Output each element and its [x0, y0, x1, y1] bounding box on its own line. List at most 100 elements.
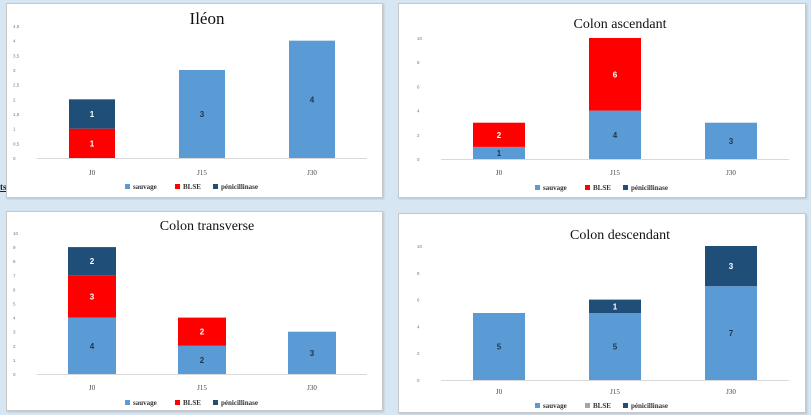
y-tick-label: 1 [13, 127, 16, 132]
y-tick-label: 0 [13, 156, 16, 161]
y-tick-label: 10 [417, 244, 423, 249]
y-tick-label: 4 [417, 109, 420, 114]
legend-swatch [175, 400, 180, 405]
y-tick-label: 0,5 [13, 141, 20, 146]
data-label: 2 [200, 356, 205, 365]
y-tick-label: 3 [13, 330, 16, 335]
legend-label: pénicillinase [631, 184, 668, 192]
legend-swatch [623, 185, 628, 190]
y-tick-label: 4 [13, 39, 16, 44]
legend-swatch [585, 403, 590, 408]
bar-segment-pénicillinase [68, 247, 116, 276]
data-label: 4 [90, 342, 95, 351]
bar-segment-sauvage [589, 110, 641, 159]
legend-swatch [585, 185, 590, 190]
y-tick-label: 1,5 [13, 112, 20, 117]
chart-title: Colon descendant [570, 228, 670, 243]
legend-swatch [213, 184, 218, 189]
legend-label: pénicillinase [221, 183, 258, 191]
y-tick-label: 2,5 [13, 83, 20, 88]
y-tick-label: 8 [417, 271, 420, 276]
chart-title: Colon ascendant [574, 17, 667, 32]
data-label: 3 [200, 110, 205, 119]
bar-segment-pénicillinase [705, 246, 757, 287]
data-label: 1 [90, 110, 95, 119]
legend-label: sauvage [543, 184, 567, 192]
data-label: 1 [497, 149, 502, 158]
y-tick-label: 2 [417, 351, 420, 356]
bar-segment-pénicillinase [69, 99, 115, 129]
chart-panel-colon-transverse: Colon transverse 0 1 2 3 4 5 6 7 8 9 10 4 3 2 J0 2 2 J15 3 J… [6, 211, 383, 411]
y-tick-label: 0 [417, 157, 420, 162]
y-tick-label: 6 [417, 298, 420, 303]
chart-panel-colon-descendant: Colon descendant 0 2 4 6 8 10 5 J0 5 1 J15 7 3 J30 sauv… [398, 213, 806, 413]
data-label: 3 [310, 349, 315, 358]
y-tick-label: 1 [13, 358, 16, 363]
legend-label: BLSE [183, 183, 201, 191]
y-tick-label: 3,5 [13, 53, 20, 58]
x-tick-label: J30 [307, 384, 317, 392]
legend-swatch [125, 184, 130, 189]
x-tick-label: J0 [89, 384, 96, 392]
y-tick-label: 2 [417, 133, 420, 138]
data-label: 3 [729, 137, 734, 146]
y-tick-label: 8 [13, 259, 16, 264]
legend-label: BLSE [183, 399, 201, 407]
data-label: 6 [613, 70, 618, 79]
data-label: 2 [497, 131, 502, 140]
bar-segment-BLSE [589, 38, 641, 111]
legend-swatch [175, 184, 180, 189]
x-tick-label: J0 [496, 169, 503, 177]
y-tick-label: 9 [13, 245, 16, 250]
data-label: 4 [310, 95, 315, 104]
bar-segment-sauvage [589, 313, 641, 380]
y-tick-label: 10 [417, 36, 423, 41]
legend-label: sauvage [133, 183, 157, 191]
y-tick-label: 0 [13, 372, 16, 377]
chart-ileon: Iléon 0 0,5 1 1,5 2 2,5 3 3,5 4 4,5 1 1 J0 3 J15 4 J30 sau… [13, 9, 367, 191]
y-tick-label: 2 [13, 97, 16, 102]
data-label: 1 [90, 139, 95, 148]
data-label: 5 [613, 343, 618, 352]
chart-panel-ileon: Iléon 0 0,5 1 1,5 2 2,5 3 3,5 4 4,5 1 1 J0 3 J15 4 J30 sau… [6, 3, 383, 198]
legend-label: sauvage [543, 402, 567, 410]
chart-title: Colon transverse [160, 219, 254, 234]
legend-swatch [535, 403, 540, 408]
bar-segment-sauvage [179, 70, 225, 158]
y-tick-label: 0 [417, 378, 420, 383]
y-tick-label: 5 [13, 302, 16, 307]
y-tick-label: 4 [13, 316, 16, 321]
y-tick-label: 10 [13, 231, 19, 236]
x-tick-label: J15 [197, 169, 207, 177]
bar-segment-BLSE [68, 275, 116, 318]
y-tick-label: 7 [13, 273, 16, 278]
y-tick-label: 2 [13, 344, 16, 349]
legend-swatch [213, 400, 218, 405]
bar-segment-sauvage [473, 146, 525, 159]
bar-segment-BLSE [178, 317, 226, 346]
y-tick-label: 6 [417, 84, 420, 89]
bar-segment-sauvage [705, 122, 757, 159]
bar-segment-sauvage [288, 331, 336, 374]
y-tick-label: 4 [417, 324, 420, 329]
x-tick-label: J15 [197, 384, 207, 392]
x-tick-label: J30 [726, 388, 736, 396]
legend-label: pénicillinase [221, 399, 258, 407]
data-label: 2 [200, 328, 205, 337]
bar-segment-sauvage [705, 286, 757, 380]
chart-colon-ascendant: Colon ascendant024681012J046J153J30sauva… [417, 17, 789, 192]
data-label: 4 [613, 131, 618, 140]
chart-colon-transverse: Colon transverse 0 1 2 3 4 5 6 7 8 9 10 4 3 2 J0 2 2 J15 3 J… [13, 219, 367, 407]
chart-panel-colon-ascendant: Colon ascendant 0 2 4 6 8 10 1 2 J0 4 6 J15 3 J30 sauva… [398, 3, 806, 198]
x-tick-label: J15 [610, 169, 620, 177]
bar-segment-BLSE [473, 122, 525, 147]
legend-label: BLSE [593, 402, 611, 410]
bar-segment-sauvage [289, 40, 335, 158]
data-label: 2 [90, 257, 95, 266]
legend-swatch [535, 185, 540, 190]
data-label: 1 [613, 302, 618, 311]
y-tick-label: 3 [13, 68, 16, 73]
x-tick-label: J0 [496, 388, 503, 396]
x-tick-label: J30 [726, 169, 736, 177]
y-tick-label: 6 [13, 287, 16, 292]
